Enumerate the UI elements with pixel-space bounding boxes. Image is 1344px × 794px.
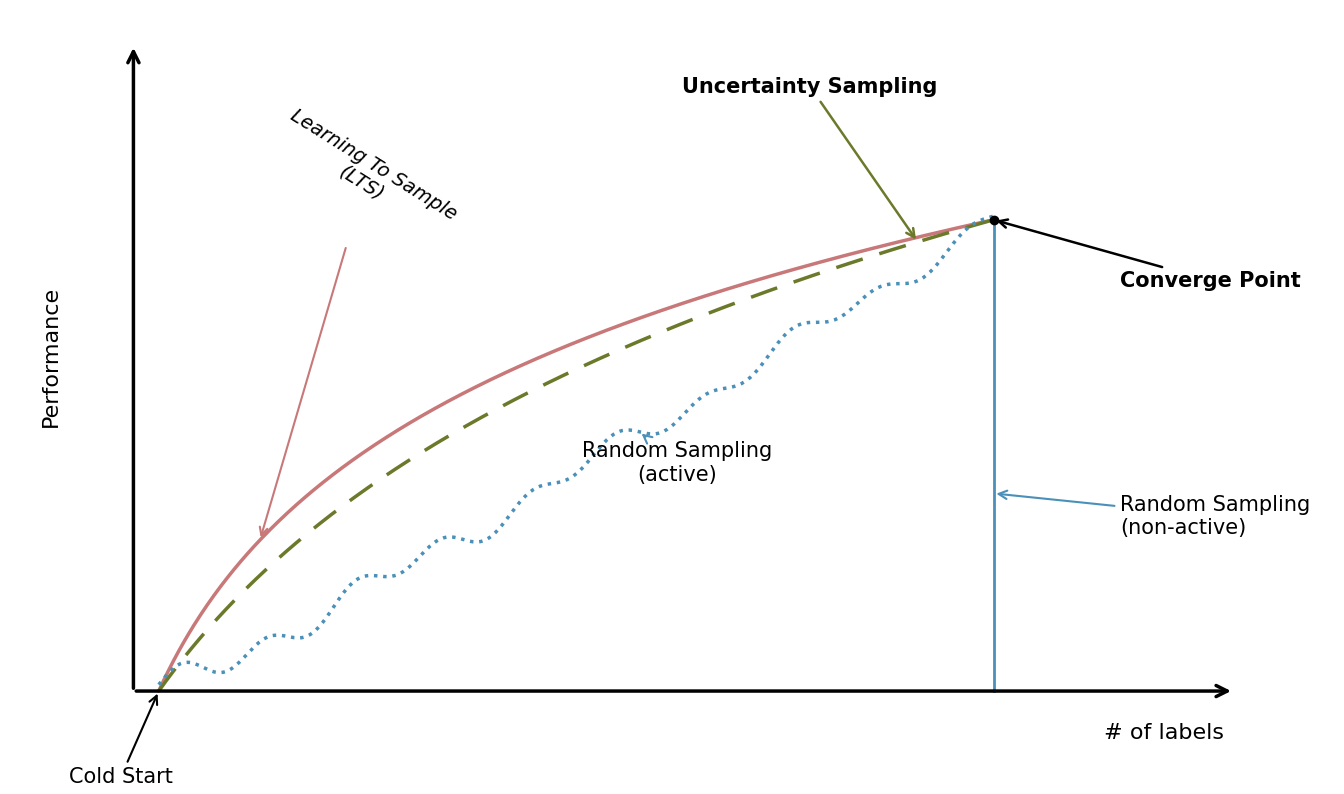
Text: Random Sampling
(active): Random Sampling (active) [582, 435, 773, 484]
Text: Performance: Performance [42, 286, 62, 427]
Text: Uncertainty Sampling: Uncertainty Sampling [683, 77, 938, 237]
Text: # of labels: # of labels [1105, 723, 1224, 743]
Text: Converge Point: Converge Point [999, 219, 1301, 291]
Text: Learning To Sample
(LTS): Learning To Sample (LTS) [259, 106, 460, 535]
Text: Cold Start: Cold Start [69, 696, 173, 787]
Text: Random Sampling
(non-active): Random Sampling (non-active) [999, 491, 1310, 538]
